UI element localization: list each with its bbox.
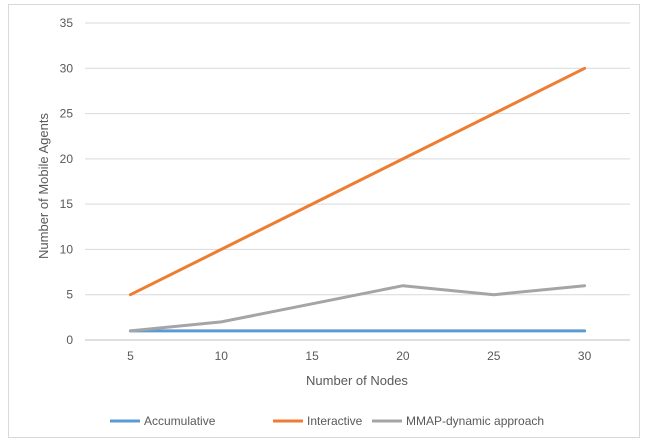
y-tick-label: 25	[60, 107, 74, 121]
series-line-mmap-dynamic-approach	[128, 284, 587, 333]
x-axis-title: Number of Nodes	[306, 373, 408, 388]
x-tick-label: 15	[305, 349, 319, 363]
y-tick-label: 0	[66, 333, 73, 347]
series-lines	[128, 66, 587, 333]
chart-frame	[8, 4, 640, 438]
y-tick-label: 20	[60, 152, 74, 166]
series-line-interactive	[128, 66, 587, 297]
x-tick-labels: 5 10 15 20 25 30	[127, 349, 592, 363]
y-tick-label: 15	[60, 197, 74, 211]
x-tick-label: 25	[487, 349, 501, 363]
y-axis-title: Number of Mobile Agents	[36, 113, 51, 259]
x-tick-label: 10	[215, 349, 229, 363]
legend: Accumulative Interactive MMAP-dynamic appr…	[110, 414, 544, 428]
gridlines	[85, 22, 630, 341]
y-tick-label: 5	[66, 288, 73, 302]
y-tick-label: 35	[60, 16, 74, 30]
y-tick-label: 30	[60, 61, 74, 75]
legend-label-interactive: Interactive	[307, 414, 363, 428]
y-tick-labels: 0 5 10 15 20 25 30 35	[60, 16, 74, 347]
x-tick-label: 5	[127, 349, 134, 363]
x-tick-label: 20	[396, 349, 410, 363]
legend-label-accumulative: Accumulative	[144, 414, 216, 428]
legend-label-mmap-dynamic-approach: MMAP-dynamic approach	[406, 414, 544, 428]
x-tick-label: 30	[578, 349, 592, 363]
y-tick-label: 10	[60, 242, 74, 256]
